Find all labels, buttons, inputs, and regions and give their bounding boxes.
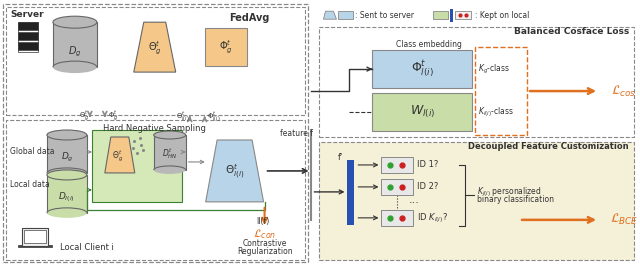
Bar — [47, 175, 87, 213]
Text: $D_{HN}^t$: $D_{HN}^t$ — [162, 147, 177, 161]
Text: $W_{l(i)}$: $W_{l(i)}$ — [410, 104, 435, 120]
Text: Local Client i: Local Client i — [60, 243, 114, 252]
Text: Balanced Cosface Loss: Balanced Cosface Loss — [514, 27, 629, 36]
Text: $\mathcal{L}_{con}$: $\mathcal{L}_{con}$ — [253, 227, 276, 241]
Bar — [6, 120, 305, 260]
Ellipse shape — [154, 166, 186, 174]
Text: $\Theta_g^t$: $\Theta_g^t$ — [148, 39, 162, 57]
Text: Server: Server — [10, 10, 44, 19]
Bar — [348, 160, 355, 225]
Text: II(f): II(f) — [256, 217, 269, 226]
Text: $\Theta_g^t$: $\Theta_g^t$ — [112, 148, 124, 164]
Bar — [476, 47, 527, 135]
Ellipse shape — [47, 208, 87, 218]
Bar — [3, 4, 308, 262]
Text: : Sent to server: : Sent to server — [355, 11, 415, 20]
Polygon shape — [323, 11, 337, 19]
Bar — [319, 142, 634, 260]
Text: ID 1?: ID 1? — [417, 160, 438, 169]
Text: Regularization: Regularization — [237, 247, 292, 256]
Bar — [22, 228, 48, 246]
Bar — [18, 32, 38, 40]
Ellipse shape — [154, 131, 186, 139]
Ellipse shape — [47, 130, 87, 140]
Ellipse shape — [47, 168, 87, 178]
Text: $D_g$: $D_g$ — [68, 45, 82, 59]
Bar — [381, 179, 413, 195]
Bar — [372, 93, 472, 131]
Bar — [319, 27, 634, 137]
Text: $D_{l(i)}$: $D_{l(i)}$ — [58, 190, 76, 204]
Text: f': f' — [338, 153, 344, 163]
Bar — [451, 9, 453, 22]
Text: Local data: Local data — [10, 180, 50, 189]
Bar — [53, 22, 97, 67]
Text: $\mathcal{L}_{BCE}$: $\mathcal{L}_{BCE}$ — [610, 212, 638, 227]
Bar — [18, 22, 38, 52]
Text: $\Phi_g^t$: $\Phi_g^t$ — [219, 39, 232, 56]
Text: Decoupled Feature Customization: Decoupled Feature Customization — [468, 143, 629, 151]
Ellipse shape — [47, 170, 87, 180]
Text: ID 2?: ID 2? — [417, 182, 438, 192]
Bar — [372, 50, 472, 88]
Text: Global data: Global data — [10, 147, 54, 156]
Text: binary classification: binary classification — [477, 196, 554, 204]
Text: $K_{l(i)}$ personalized: $K_{l(i)}$ personalized — [477, 185, 542, 199]
Ellipse shape — [53, 16, 97, 28]
Ellipse shape — [53, 61, 97, 73]
Text: FedAvg: FedAvg — [229, 13, 269, 23]
Bar — [205, 28, 246, 66]
Text: $\Theta_{l(i)}^t$: $\Theta_{l(i)}^t$ — [176, 109, 189, 123]
Bar — [47, 135, 87, 173]
Text: feature f: feature f — [280, 128, 312, 138]
Text: $\Phi_{l(i)}^t$: $\Phi_{l(i)}^t$ — [207, 109, 220, 123]
Text: ID $K_{l(i)}$?: ID $K_{l(i)}$? — [417, 211, 449, 225]
Text: Contrastive: Contrastive — [243, 239, 287, 248]
Bar — [381, 210, 413, 226]
Text: $\Phi_g^t$: $\Phi_g^t$ — [108, 109, 118, 123]
Bar — [92, 130, 182, 202]
Bar — [381, 157, 413, 173]
Text: ...: ... — [409, 195, 420, 205]
Bar — [18, 22, 38, 30]
Text: $\Theta_{l(i)}^t$: $\Theta_{l(i)}^t$ — [225, 163, 244, 181]
Bar — [18, 42, 38, 50]
Polygon shape — [205, 140, 264, 202]
Bar — [24, 230, 46, 243]
Bar — [6, 7, 305, 115]
Bar — [154, 135, 186, 170]
Text: $K_{l(i)}$-class: $K_{l(i)}$-class — [478, 105, 514, 119]
Bar — [455, 11, 471, 19]
Text: $D_g$: $D_g$ — [61, 150, 73, 164]
Text: $\Theta_g^t$: $\Theta_g^t$ — [79, 109, 90, 123]
Text: $\mathcal{L}_{cos}$: $\mathcal{L}_{cos}$ — [611, 84, 637, 99]
Text: : Kept on local: : Kept on local — [476, 11, 529, 20]
Polygon shape — [105, 137, 135, 173]
Text: Hard Negative Sampling: Hard Negative Sampling — [103, 123, 206, 132]
Text: Class embedding: Class embedding — [396, 40, 462, 49]
Bar — [339, 11, 353, 19]
Polygon shape — [134, 22, 176, 72]
Text: $K_g$-class: $K_g$-class — [478, 63, 510, 76]
Text: $\Phi_{l(i)}^t$: $\Phi_{l(i)}^t$ — [411, 59, 434, 79]
Bar — [433, 11, 448, 19]
